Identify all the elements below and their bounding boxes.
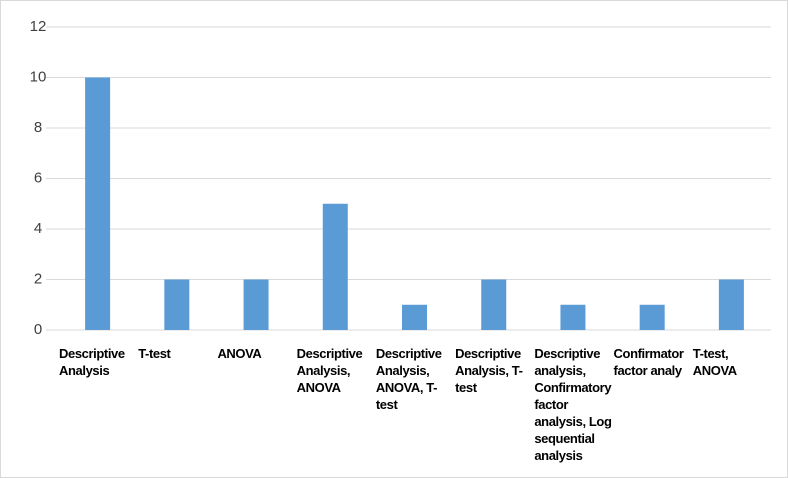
bar xyxy=(243,279,269,330)
x-tick-label: T-test xyxy=(138,346,171,361)
y-tick-label: 4 xyxy=(34,220,42,237)
bar xyxy=(402,304,427,330)
x-tick-label: ANOVA xyxy=(217,346,262,361)
x-tick-label: Descriptive analysis, Confirmatory facto… xyxy=(534,346,612,463)
x-tick-label: Descriptive Analysis xyxy=(59,346,125,378)
x-tick-label: Descriptive Analysis, ANOVA, T-test xyxy=(375,346,442,412)
y-tick-label: 10 xyxy=(30,68,47,85)
bar xyxy=(718,279,744,330)
bar xyxy=(322,203,348,330)
bar xyxy=(164,279,190,330)
x-tick-label: Descriptive Analysis, ANOVA xyxy=(296,346,363,395)
y-tick-label: 6 xyxy=(34,169,42,186)
x-tick-label: Descriptive Analysis, T-test xyxy=(455,346,523,395)
y-tick-label: 2 xyxy=(34,270,42,287)
x-tick-label: T-test, ANOVA xyxy=(692,346,737,378)
y-tick-label: 0 xyxy=(34,321,42,338)
bar xyxy=(481,279,507,330)
bar xyxy=(639,304,665,330)
bar xyxy=(85,77,111,330)
y-tick-label: 12 xyxy=(30,18,47,35)
bar xyxy=(560,304,586,330)
x-tick-label: Confirmator factor analy xyxy=(613,346,684,378)
y-tick-label: 8 xyxy=(34,119,42,136)
